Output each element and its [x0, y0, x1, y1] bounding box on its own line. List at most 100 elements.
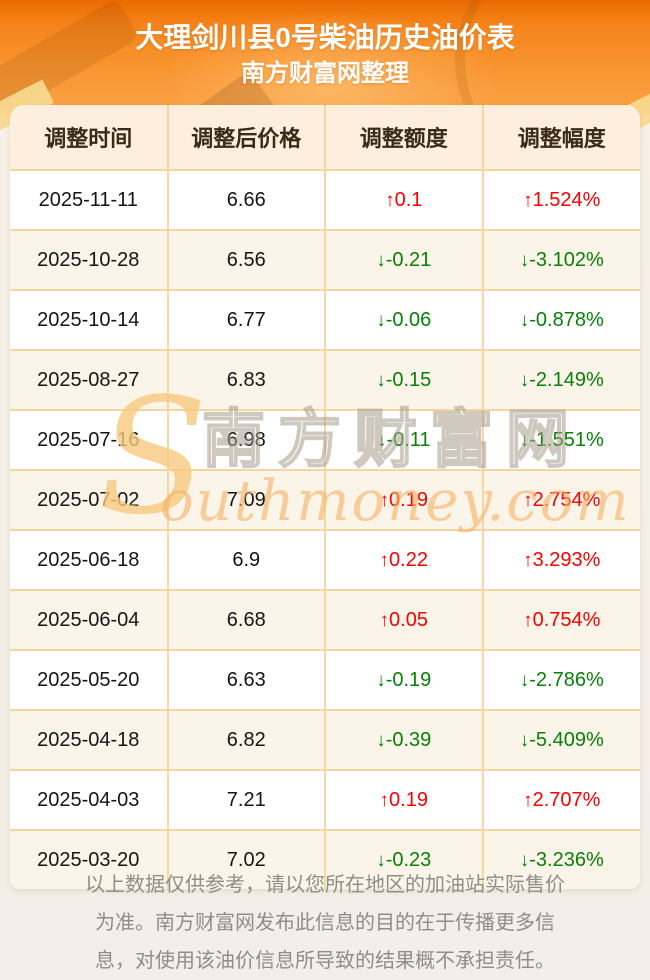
table-row: 2025-07-02 7.09 ↑0.19 ↑2.754%: [10, 469, 640, 530]
price-cell: 6.98: [166, 409, 325, 470]
up-arrow-icon: ↑: [379, 789, 390, 811]
rate-cell: ↓-3.102%: [481, 229, 640, 290]
rate-cell: ↑0.754%: [481, 589, 640, 650]
rate-cell: ↑2.754%: [481, 469, 640, 530]
rate-cell: ↑2.707%: [481, 769, 640, 830]
date-cell: 2025-04-18: [10, 709, 168, 770]
down-arrow-icon: ↓: [519, 729, 530, 751]
rate-value: -2.149%: [529, 368, 604, 391]
col-header-adjust-time: 调整时间: [10, 105, 168, 170]
date-cell: 2025-10-14: [10, 289, 168, 350]
table-row: 2025-11-11 6.66 ↑0.1 ↑1.524%: [10, 169, 640, 230]
fuel-gauge-background-art: [455, 0, 650, 114]
change-cell: ↓-0.23: [324, 829, 483, 889]
table-row: 2025-06-18 6.9 ↑0.22 ↑3.293%: [10, 529, 640, 590]
change-cell: ↑0.19: [324, 469, 483, 530]
price-cell: 6.77: [166, 289, 325, 350]
change-cell: ↓-0.21: [324, 229, 483, 290]
change-value: -0.39: [385, 728, 432, 751]
change-value: -0.21: [385, 248, 432, 271]
down-arrow-icon: ↓: [519, 369, 530, 391]
table-row: 2025-10-28 6.56 ↓-0.21 ↓-3.102%: [10, 229, 640, 290]
up-arrow-icon: ↑: [523, 549, 533, 571]
down-arrow-icon: ↓: [376, 849, 386, 871]
rate-cell: ↑1.524%: [481, 169, 640, 230]
rate-cell: ↑3.293%: [481, 529, 640, 590]
date-cell: 2025-06-04: [10, 589, 168, 650]
up-arrow-icon: ↑: [523, 609, 533, 631]
table-row: 2025-06-04 6.68 ↑0.05 ↑0.754%: [10, 589, 640, 650]
disclaimer-line-1: 以上数据仅供参考，请以您所在地区的加油站实际售价: [85, 874, 565, 896]
price-cell: 6.66: [166, 169, 325, 230]
price-cell: 6.56: [166, 229, 325, 290]
col-header-adjust-rate: 调整幅度: [481, 105, 640, 170]
down-arrow-icon: ↓: [519, 309, 530, 331]
rate-value: -2.786%: [529, 668, 604, 691]
table-row: 2025-04-03 7.21 ↑0.19 ↑2.707%: [10, 769, 640, 830]
down-arrow-icon: ↓: [376, 309, 386, 331]
down-arrow-icon: ↓: [519, 849, 530, 871]
change-cell: ↓-0.11: [324, 409, 483, 470]
price-table-card: 调整时间 调整后价格 调整额度 调整幅度 2025-11-11 6.66 ↑0.…: [10, 105, 640, 889]
change-value: -0.19: [385, 668, 432, 691]
up-arrow-icon: ↑: [385, 189, 395, 211]
price-cell: 7.09: [166, 469, 325, 530]
price-cell: 7.21: [166, 769, 325, 830]
col-header-adjusted-price: 调整后价格: [166, 105, 325, 170]
change-value: 0.05: [389, 608, 428, 631]
change-cell: ↓-0.15: [324, 349, 483, 410]
date-cell: 2025-05-20: [10, 649, 168, 710]
rate-cell: ↓-1.551%: [481, 409, 640, 470]
disclaimer: 以上数据仅供参考，请以您所在地区的加油站实际售价 为准。南方财富网发布此信息的目…: [0, 866, 650, 980]
up-arrow-icon: ↑: [379, 489, 390, 511]
disclaimer-line-2: 为准。南方财富网发布此信息的目的在于传播更多信: [95, 912, 555, 934]
change-cell: ↓-0.19: [324, 649, 483, 710]
rate-value: -1.551%: [529, 428, 604, 451]
change-cell: ↑0.19: [324, 769, 483, 830]
rate-cell: ↓-0.878%: [481, 289, 640, 350]
down-arrow-icon: ↓: [376, 669, 386, 691]
rate-value: -0.878%: [529, 308, 604, 331]
table-row: 2025-10-14 6.77 ↓-0.06 ↓-0.878%: [10, 289, 640, 350]
change-value: -0.11: [386, 428, 431, 451]
change-cell: ↓-0.06: [324, 289, 483, 350]
table-row: 2025-08-27 6.83 ↓-0.15 ↓-2.149%: [10, 349, 640, 410]
down-arrow-icon: ↓: [376, 369, 386, 391]
change-value: 0.19: [389, 488, 428, 511]
header-banner: 大理剑川县0号柴油历史油价表 南方财富网整理: [0, 0, 650, 114]
change-cell: ↑0.22: [324, 529, 483, 590]
down-arrow-icon: ↓: [519, 669, 530, 691]
page-subtitle: 南方财富网整理: [241, 60, 409, 87]
date-cell: 2025-03-20: [10, 829, 168, 889]
table-row: 2025-04-18 6.82 ↓-0.39 ↓-5.409%: [10, 709, 640, 770]
down-arrow-icon: ↓: [376, 249, 386, 271]
change-cell: ↑0.1: [324, 169, 483, 230]
col-header-adjust-amount: 调整额度: [324, 105, 483, 170]
history-price-table: 调整时间 调整后价格 调整额度 调整幅度 2025-11-11 6.66 ↑0.…: [10, 105, 640, 889]
change-value: 0.19: [389, 788, 428, 811]
change-value: 0.1: [394, 188, 423, 211]
disclaimer-line-3: 息，对使用该油价信息所导致的结果概不承担责任。: [95, 950, 555, 972]
rate-value: 0.754%: [532, 608, 601, 631]
date-cell: 2025-06-18: [10, 529, 168, 590]
table-header-row: 调整时间 调整后价格 调整额度 调整幅度: [10, 105, 640, 170]
price-cell: 7.02: [166, 829, 325, 889]
change-cell: ↓-0.39: [324, 709, 483, 770]
down-arrow-icon: ↓: [519, 249, 530, 271]
price-cell: 6.82: [166, 709, 325, 770]
down-arrow-icon: ↓: [519, 429, 530, 451]
table-row: 2025-05-20 6.63 ↓-0.19 ↓-2.786%: [10, 649, 640, 710]
table-row: 2025-03-20 7.02 ↓-0.23 ↓-3.236%: [10, 829, 640, 889]
down-arrow-icon: ↓: [376, 429, 387, 451]
rate-cell: ↓-3.236%: [481, 829, 640, 889]
rate-value: -3.236%: [529, 848, 604, 871]
up-arrow-icon: ↑: [523, 489, 533, 511]
price-cell: 6.63: [166, 649, 325, 710]
rate-value: -5.409%: [529, 728, 604, 751]
table-row: 2025-07-16 6.98 ↓-0.11 ↓-1.551%: [10, 409, 640, 470]
change-value: -0.06: [385, 308, 432, 331]
up-arrow-icon: ↑: [379, 549, 390, 571]
date-cell: 2025-10-28: [10, 229, 168, 290]
rate-value: 1.524%: [532, 188, 601, 211]
date-cell: 2025-04-03: [10, 769, 168, 830]
